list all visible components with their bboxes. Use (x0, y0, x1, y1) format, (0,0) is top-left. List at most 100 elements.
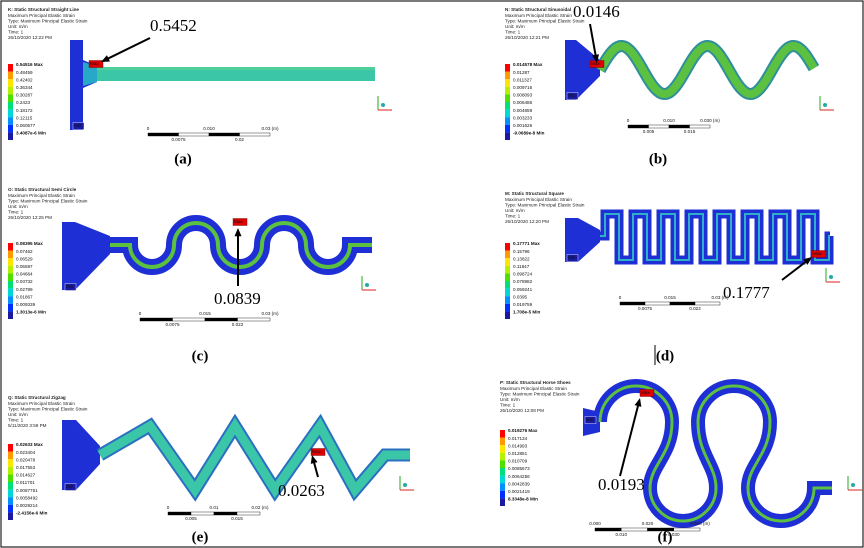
legend-label: 0.011701 (16, 480, 35, 485)
header-line: Type: Maximum Principal Elastic Strain (500, 391, 580, 396)
legend-swatch (8, 258, 13, 266)
scale-label: 0.015 (684, 129, 696, 134)
callout: 0.0193 (598, 475, 645, 494)
legend-label: 0.18172 (16, 108, 33, 113)
scale-segment (237, 512, 260, 515)
min-tag-label: Min (568, 93, 576, 98)
scale-label: 0 (627, 118, 630, 123)
scale-segment (191, 512, 214, 515)
legend-swatch (505, 296, 510, 304)
header-line: K: Static Structural Straight Line (8, 7, 79, 12)
scale-label: 0.010 (203, 126, 215, 131)
header-line: Maximum Principal Elastic Strain (505, 197, 572, 202)
legend-label: 0.001626 (513, 123, 533, 128)
scale-label: 0 (147, 126, 150, 131)
scale-segment (669, 125, 690, 128)
triad-z (365, 283, 369, 287)
scale-label: 0.0075 (638, 306, 652, 311)
scale-segment (140, 318, 173, 321)
legend-swatch (8, 467, 13, 475)
scale-segment (209, 133, 240, 136)
legend-swatch (500, 453, 505, 461)
legend-label: 0.0395 (513, 294, 527, 299)
header-line: Time: 1 (505, 214, 521, 219)
min-tag-label: Min (66, 484, 74, 489)
legend-label: 3.4087e-6 Min (16, 131, 46, 136)
legend-swatch (8, 79, 13, 87)
legend-label: 0.42402 (16, 77, 33, 82)
scale-segment (645, 302, 670, 305)
legend-swatch (8, 474, 13, 482)
panel-label: (c) (192, 348, 209, 364)
legend-label: 0.0029214 (16, 503, 38, 508)
legend-swatch (505, 243, 510, 251)
legend-swatch (8, 281, 13, 289)
min-tag-label: Min (74, 123, 82, 128)
scale-label: 0.03 (m) (261, 311, 279, 316)
max-tag-label: Max (90, 61, 99, 66)
scale-segment (620, 302, 645, 305)
legend-swatch (8, 243, 13, 251)
scale-label: 0.015 (199, 311, 211, 316)
scale-segment (690, 125, 711, 128)
scale-label: 0.005 (643, 129, 655, 134)
header-line: Q: Static Structural Zigzag (8, 395, 66, 400)
scale-label: 0.020 (642, 521, 654, 526)
header-line: Unit: m/m (8, 412, 28, 417)
legend-swatch (505, 117, 510, 125)
scale-segment (214, 512, 237, 515)
legend-swatch (8, 117, 13, 125)
scale-segment (628, 125, 649, 128)
header-line: 26/10/2020 12:08 PM (500, 408, 544, 413)
legend-label: 0.12115 (16, 115, 33, 120)
legend-label: 0.2423 (16, 100, 30, 105)
header-line: O: Static Structural Semi Circle (8, 187, 77, 192)
legend-swatch (8, 125, 13, 133)
scale-segment (205, 318, 238, 321)
header-line: Unit: m/m (500, 397, 520, 402)
legend-swatch (8, 452, 13, 460)
legend-swatch (8, 304, 13, 312)
legend-label: 0.019759 (513, 302, 533, 307)
triad-z (823, 103, 827, 107)
legend-label: 0.0085673 (508, 466, 530, 471)
header-line: Time: 1 (8, 210, 24, 215)
legend-label: 0.06529 (16, 256, 33, 261)
header-line: Unit: m/m (505, 208, 525, 213)
panel-label: (b) (649, 151, 667, 167)
legend-swatch (505, 102, 510, 110)
header-line: 26/10/2020 12:21 PM (505, 35, 549, 40)
header-line: 26/10/2020 12:22 PM (8, 35, 52, 40)
legend-swatch (505, 79, 510, 87)
header-line: M: Static Structural Square (505, 191, 564, 196)
scale-segment (674, 528, 700, 531)
scale-label: 0.022 (232, 322, 244, 327)
legend-label: 0.0058492 (16, 495, 38, 500)
legend-label: 0.0042839 (508, 481, 530, 486)
min-tag-label: Min (586, 417, 594, 422)
header-line: Maximum Principal Elastic Strain (500, 386, 567, 391)
scale-label: 0.03 (m) (261, 126, 279, 131)
legend-label: 0.11847 (513, 264, 530, 269)
header-line: 26/10/2020 12:25 PM (8, 215, 52, 220)
legend-label: 0.059241 (513, 287, 533, 292)
legend-label: 0.02799 (16, 287, 33, 292)
legend-swatch (505, 311, 510, 319)
legend-label: 0.014993 (508, 443, 528, 448)
panel-label: (a) (174, 151, 192, 167)
scale-label: 0 (619, 295, 622, 300)
max-tag-label: Max (312, 449, 321, 454)
legend-label: 0.008093 (513, 93, 533, 98)
scale-label: 0.010 (663, 118, 675, 123)
legend-label: 0.36344 (16, 85, 33, 90)
legend-swatch (8, 459, 13, 467)
scale-segment (179, 133, 210, 136)
legend-swatch (8, 110, 13, 118)
max-tag-label: Max (234, 219, 243, 224)
legend-swatch (505, 87, 510, 95)
header-line: Maximum Principal Elastic Strain (8, 13, 75, 18)
legend-swatch (8, 482, 13, 490)
legend-label: -9.0689e-8 Min (513, 131, 545, 136)
legend-label: 0.54516 Max (16, 62, 43, 67)
scale-label: 0.040 (m) (690, 521, 710, 526)
